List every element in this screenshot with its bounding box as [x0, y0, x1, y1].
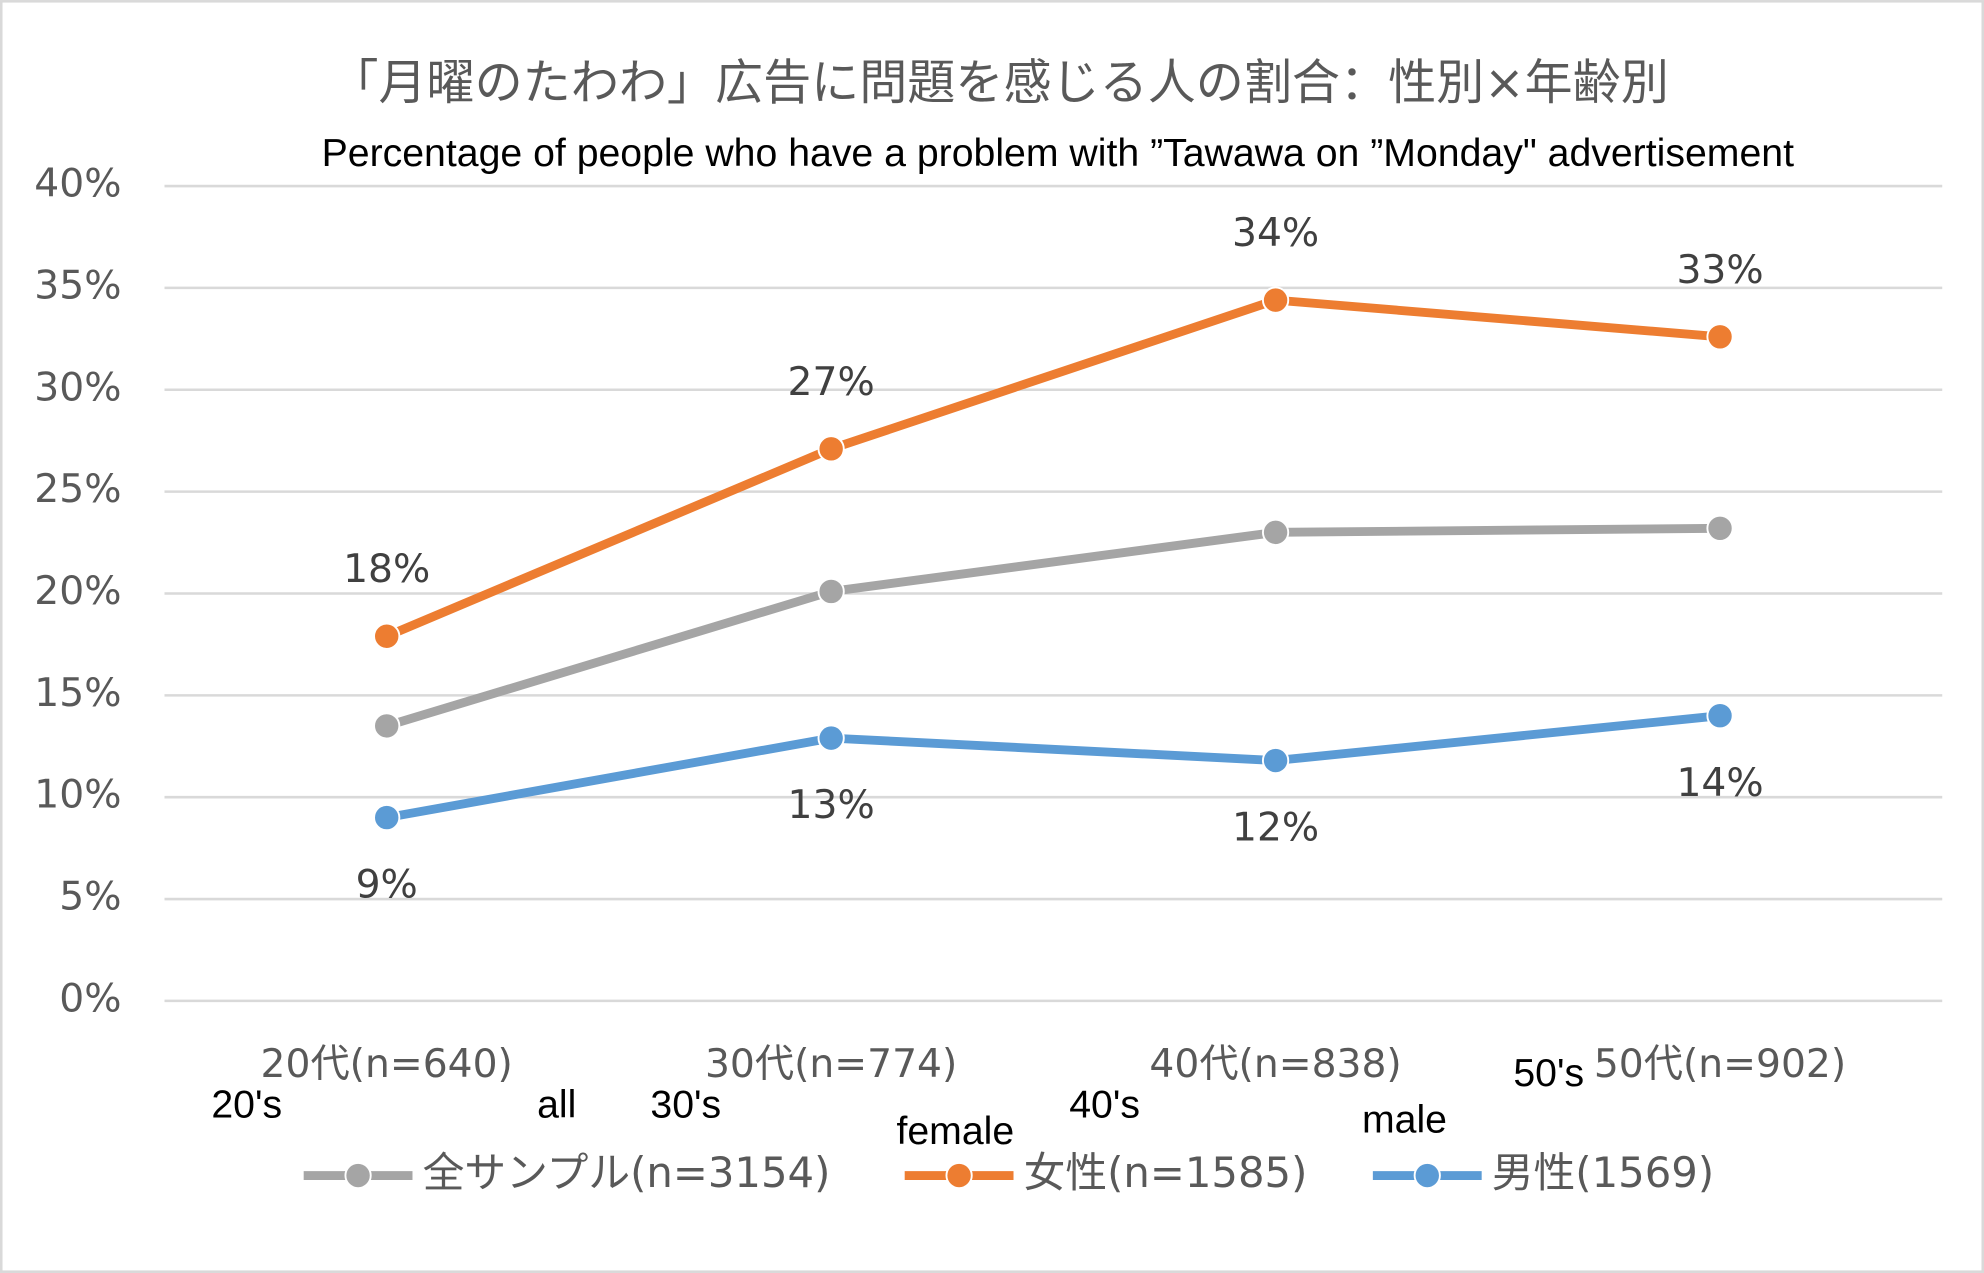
- data-label: 34%: [1232, 211, 1319, 256]
- point-marker: [373, 712, 401, 740]
- legend-label: 全サンプル(n=3154): [423, 1148, 831, 1197]
- y-tick-label: 30%: [34, 365, 121, 410]
- annotation: all: [537, 1083, 576, 1127]
- legend-label: 男性(1569): [1492, 1148, 1714, 1197]
- chart-title: 「月曜のたわわ」広告に問題を感じる人の割合：性別×年齢別: [330, 55, 1668, 111]
- annotation: 50's: [1513, 1051, 1584, 1095]
- y-tick-label: 25%: [34, 467, 121, 512]
- series-line: [384, 295, 1721, 641]
- point-marker: [1261, 746, 1290, 775]
- legend-marker: [344, 1161, 372, 1190]
- data-label: 27%: [788, 360, 875, 405]
- point-marker: [1706, 702, 1734, 730]
- y-tick-label: 20%: [34, 569, 121, 614]
- y-tick-label: 5%: [59, 875, 121, 920]
- annotation: 20's: [211, 1083, 282, 1127]
- data-label: 33%: [1676, 248, 1763, 293]
- series-line: [385, 523, 1721, 731]
- chart-subtitle: Percentage of people who have a problem …: [322, 131, 1794, 175]
- annotation: female: [896, 1109, 1014, 1153]
- annotation: male: [1362, 1098, 1447, 1142]
- point-marker: [817, 435, 845, 463]
- data-label: 12%: [1232, 806, 1319, 851]
- point-marker: [1706, 323, 1734, 351]
- data-label: 13%: [788, 783, 875, 828]
- y-tick-label: 15%: [34, 671, 121, 716]
- annotation: 40's: [1069, 1083, 1140, 1127]
- point-marker: [817, 577, 845, 606]
- legend-marker: [945, 1161, 973, 1190]
- x-tick-label: 20代(n=640): [261, 1042, 513, 1087]
- x-tick-label: 40代(n=838): [1149, 1042, 1401, 1087]
- x-tick-label: 50代(n=902): [1594, 1042, 1846, 1087]
- legend-label: 女性(n=1585): [1024, 1148, 1308, 1197]
- y-tick-label: 35%: [34, 263, 121, 308]
- y-tick-label: 40%: [34, 162, 121, 207]
- point-marker: [817, 724, 845, 752]
- point-marker: [373, 622, 401, 650]
- annotation: 30's: [650, 1083, 721, 1127]
- point-marker: [1706, 514, 1734, 542]
- data-label: 14%: [1676, 761, 1763, 806]
- point-marker: [1261, 518, 1290, 546]
- data-label: 18%: [343, 547, 430, 592]
- x-tick-label: 30代(n=774): [705, 1042, 957, 1087]
- y-tick-label: 10%: [34, 773, 121, 818]
- point-marker: [1261, 286, 1290, 314]
- y-tick-label: 0%: [59, 976, 121, 1021]
- legend-marker: [1413, 1161, 1441, 1190]
- point-marker: [373, 803, 401, 832]
- data-label: 9%: [356, 863, 418, 908]
- series-line: [385, 711, 1721, 822]
